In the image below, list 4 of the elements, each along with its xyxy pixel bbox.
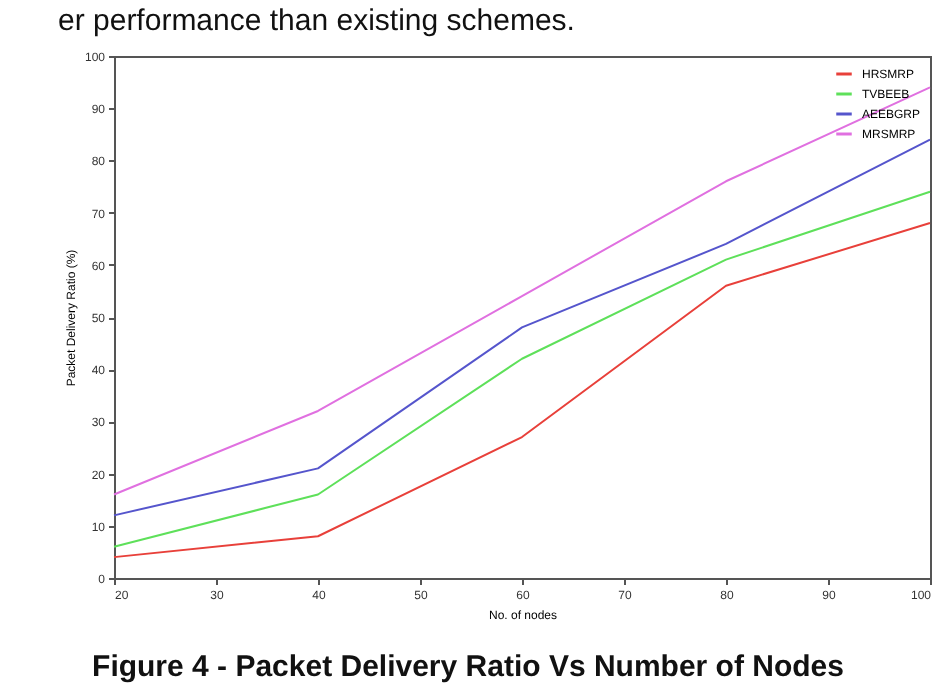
line-series (113, 86, 931, 496)
text: er performance than existing schemes. (58, 4, 575, 38)
line-series (113, 138, 931, 517)
caption: Figure 4 - Packet Delivery Ratio Vs Number of Nodes (92, 650, 844, 684)
